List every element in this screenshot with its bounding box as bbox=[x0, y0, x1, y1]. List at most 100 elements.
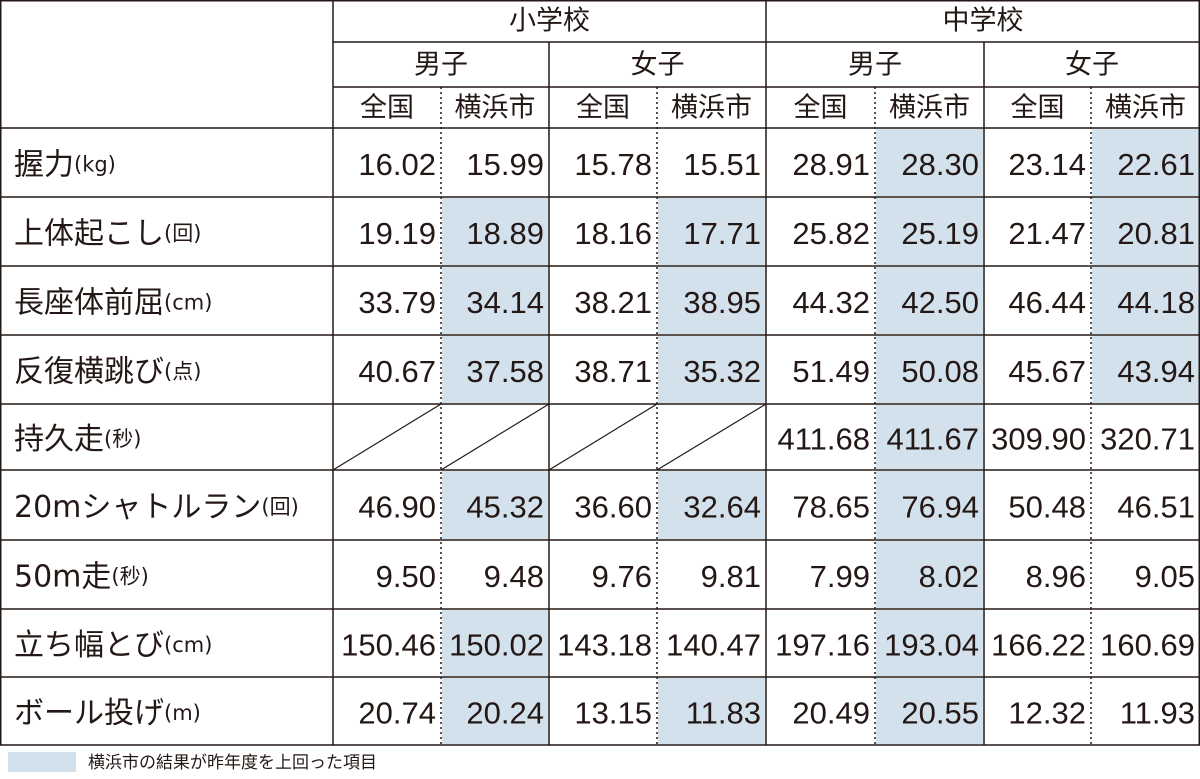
cell-value: 44.32 bbox=[792, 285, 870, 320]
highlight-cell bbox=[658, 267, 765, 334]
cell-value: 12.32 bbox=[1008, 696, 1086, 731]
highlight-cell bbox=[876, 267, 983, 334]
cell-value: 34.14 bbox=[466, 285, 544, 320]
cell-value: 11.83 bbox=[686, 696, 761, 731]
row-label: 上体起こし(回) bbox=[14, 216, 201, 251]
cell-value: 13.15 bbox=[574, 696, 652, 731]
cell-value: 43.94 bbox=[1117, 354, 1195, 389]
cell-value: 17.71 bbox=[683, 216, 761, 251]
cell-value: 18.16 bbox=[574, 216, 652, 251]
highlight-cell bbox=[658, 336, 765, 403]
highlight-cell bbox=[1092, 336, 1199, 403]
cell-value: 19.19 bbox=[358, 216, 436, 251]
row-unit: (cm) bbox=[164, 291, 212, 315]
cell-value: 15.99 bbox=[466, 147, 544, 182]
cell-value: 50.48 bbox=[1008, 490, 1086, 525]
cell-value: 15.78 bbox=[574, 147, 652, 182]
cell-value: 46.51 bbox=[1117, 490, 1195, 525]
cell-value: 16.02 bbox=[358, 147, 436, 182]
cell-value: 193.04 bbox=[884, 628, 979, 663]
cell-value: 20.49 bbox=[792, 696, 870, 731]
cell-value: 38.71 bbox=[574, 354, 652, 389]
rule bbox=[548, 403, 658, 471]
row-label-text: 持久走 bbox=[14, 422, 104, 457]
column-header: 全国 bbox=[576, 93, 630, 124]
row-label-text: 20mシャトルラン bbox=[14, 490, 261, 525]
cell-value: 411.68 bbox=[777, 422, 870, 457]
highlight-cell bbox=[876, 471, 983, 539]
cell-value: 45.32 bbox=[466, 490, 544, 525]
row-label: 50m走(秒) bbox=[14, 559, 149, 594]
cell-value: 46.44 bbox=[1008, 285, 1086, 320]
row-unit: (回) bbox=[164, 222, 201, 246]
highlight-cell bbox=[658, 678, 765, 744]
cell-value: 33.79 bbox=[358, 285, 436, 320]
cell-value: 9.50 bbox=[376, 559, 436, 594]
column-header: 横浜市 bbox=[455, 93, 536, 124]
highlight-cell bbox=[876, 678, 983, 744]
rule bbox=[332, 403, 442, 471]
cell-value: 150.02 bbox=[449, 628, 544, 663]
sex-header: 男子 bbox=[414, 50, 468, 81]
legend-text: 横浜市の結果が昨年度を上回った項目 bbox=[88, 753, 377, 773]
cell-value: 22.61 bbox=[1117, 147, 1195, 182]
row-label-text: ボール投げ bbox=[14, 696, 164, 731]
cell-value: 51.49 bbox=[792, 354, 870, 389]
cell-value: 50.08 bbox=[901, 354, 979, 389]
cell-value: 320.71 bbox=[1100, 422, 1195, 457]
legend-swatch bbox=[8, 752, 76, 772]
row-label: 反復横跳び(点) bbox=[14, 354, 201, 389]
cell-value: 9.81 bbox=[701, 559, 761, 594]
rule bbox=[440, 403, 550, 471]
cell-value: 309.90 bbox=[991, 422, 1086, 457]
cell-value: 8.96 bbox=[1026, 559, 1086, 594]
cell-value: 20.74 bbox=[358, 696, 436, 731]
cell-value: 35.32 bbox=[683, 354, 761, 389]
row-label: 立ち幅とび(cm) bbox=[14, 628, 212, 663]
row-label-text: 握力 bbox=[14, 147, 74, 182]
cell-value: 46.90 bbox=[358, 490, 436, 525]
column-header: 横浜市 bbox=[889, 93, 970, 124]
cell-value: 37.58 bbox=[466, 354, 544, 389]
cell-value: 143.18 bbox=[557, 628, 652, 663]
highlight-cell bbox=[442, 610, 548, 676]
row-unit: (cm) bbox=[164, 633, 212, 657]
highlight-cell bbox=[876, 541, 983, 608]
row-unit: (回) bbox=[261, 495, 298, 519]
cell-value: 38.95 bbox=[683, 285, 761, 320]
cell-value: 20.55 bbox=[901, 696, 979, 731]
highlight-cell bbox=[442, 678, 548, 744]
row-unit: (m) bbox=[164, 701, 201, 725]
cell-value: 20.81 bbox=[1117, 216, 1195, 251]
cell-backgrounds bbox=[442, 129, 1199, 744]
cell-value: 150.46 bbox=[341, 628, 436, 663]
sex-header: 女子 bbox=[1065, 50, 1119, 81]
row-label-text: 50m走 bbox=[14, 559, 111, 594]
cell-value: 8.02 bbox=[919, 559, 979, 594]
cell-value: 197.16 bbox=[775, 628, 870, 663]
rule bbox=[656, 403, 767, 471]
highlight-cell bbox=[442, 267, 548, 334]
cell-texts: 握力(kg) 16.02 15.99 15.78 15.51 28.91 28.30 23.1… bbox=[14, 6, 1195, 731]
row-label-text: 反復横跳び bbox=[14, 354, 164, 389]
column-header: 横浜市 bbox=[671, 93, 752, 124]
column-header: 全国 bbox=[794, 93, 848, 124]
highlight-cell bbox=[876, 336, 983, 403]
highlight-cell bbox=[876, 405, 983, 469]
highlight-cell bbox=[1092, 198, 1199, 265]
cell-value: 23.14 bbox=[1008, 147, 1086, 182]
cell-value: 9.48 bbox=[484, 559, 544, 594]
cell-value: 76.94 bbox=[901, 490, 979, 525]
grid-lines bbox=[0, 0, 1200, 746]
highlight-cell bbox=[442, 336, 548, 403]
cell-value: 166.22 bbox=[991, 628, 1086, 663]
cell-value: 18.89 bbox=[466, 216, 544, 251]
highlight-cell bbox=[1092, 267, 1199, 334]
highlight-cell bbox=[442, 471, 548, 539]
cell-value: 160.69 bbox=[1100, 628, 1195, 663]
sex-header: 女子 bbox=[631, 50, 685, 81]
cell-value: 20.24 bbox=[466, 696, 544, 731]
cell-value: 9.05 bbox=[1135, 559, 1195, 594]
cell-value: 44.18 bbox=[1117, 285, 1195, 320]
